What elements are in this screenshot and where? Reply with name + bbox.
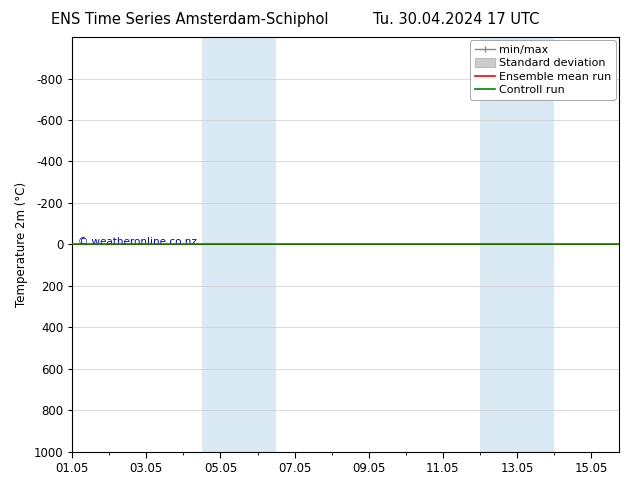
Bar	[202, 37, 276, 452]
Legend: min/max, Standard deviation, Ensemble mean run, Controll run: min/max, Standard deviation, Ensemble me…	[470, 40, 616, 100]
Text: ENS Time Series Amsterdam-Schiphol: ENS Time Series Amsterdam-Schiphol	[51, 12, 329, 27]
Text: Tu. 30.04.2024 17 UTC: Tu. 30.04.2024 17 UTC	[373, 12, 540, 27]
Text: © weatheronline.co.nz: © weatheronline.co.nz	[78, 237, 197, 247]
Y-axis label: Temperature 2m (°C): Temperature 2m (°C)	[15, 182, 28, 307]
Bar	[480, 37, 554, 452]
